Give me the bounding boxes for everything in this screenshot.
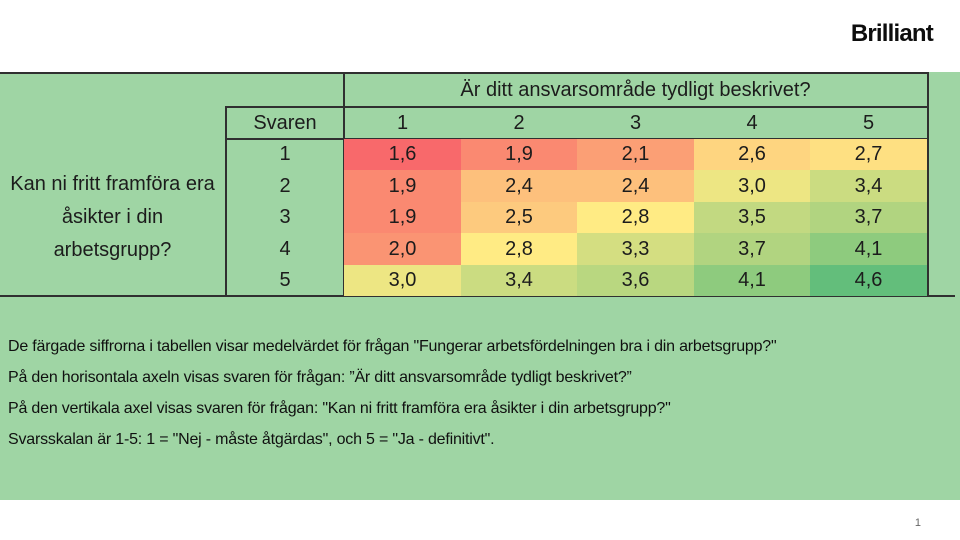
footnotes: De färgade siffrorna i tabellen visar me… [8, 331, 777, 455]
brand-logo: Brilliant [850, 20, 934, 47]
note-colored-values: De färgade siffrorna i tabellen visar me… [8, 338, 777, 355]
note-horizontal-axis: På den horisontala axeln visas svaren fö… [8, 369, 632, 386]
table-line-under-header [225, 138, 929, 140]
table-line-left-of-svaren [225, 106, 227, 297]
table-line-under-title [225, 106, 929, 108]
row-axis-label: Kan ni fritt framföra era åsikter i din … [10, 173, 215, 261]
note-vertical-axis: På den vertikala axel visas svaren för f… [8, 400, 671, 417]
table-border-top [0, 72, 929, 74]
table-border-bottom [0, 295, 955, 297]
table-border-right [927, 72, 929, 297]
table-title: Är ditt ansvarsområde tydligt beskrivet? [460, 78, 811, 101]
note-answer-scale: Svarsskalan är 1-5: 1 = "Nej - måste åtg… [8, 431, 495, 448]
page-number: 1 [914, 517, 921, 529]
corner-header-svaren: Svaren [253, 111, 317, 134]
